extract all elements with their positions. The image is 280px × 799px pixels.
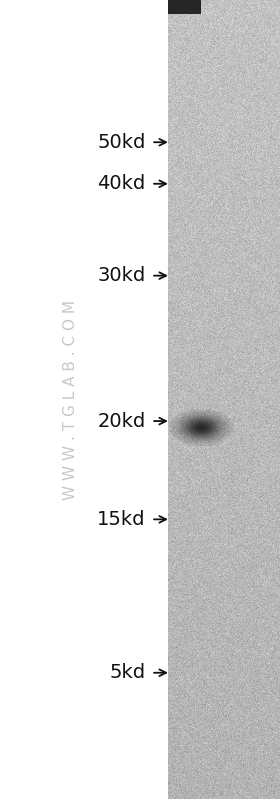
Text: 20kd: 20kd xyxy=(97,411,146,431)
Text: 40kd: 40kd xyxy=(97,174,146,193)
Text: 30kd: 30kd xyxy=(97,266,146,285)
Text: 5kd: 5kd xyxy=(109,663,146,682)
Text: W W W . T G L A B . C O M: W W W . T G L A B . C O M xyxy=(63,300,78,499)
Text: 50kd: 50kd xyxy=(97,133,146,152)
Text: 15kd: 15kd xyxy=(97,510,146,529)
